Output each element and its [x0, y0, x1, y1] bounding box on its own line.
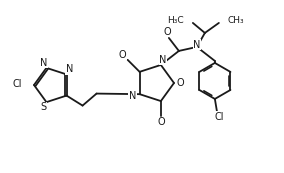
Text: O: O	[176, 78, 184, 88]
Text: S: S	[40, 102, 47, 112]
Text: N: N	[193, 40, 201, 50]
Text: O: O	[163, 27, 171, 37]
Text: O: O	[119, 50, 126, 60]
Text: N: N	[159, 55, 166, 65]
Text: CH₃: CH₃	[228, 16, 245, 25]
Text: Cl: Cl	[12, 79, 22, 89]
Text: H₃C: H₃C	[167, 16, 184, 25]
Text: Cl: Cl	[214, 112, 224, 122]
Text: N: N	[66, 64, 73, 74]
Text: N: N	[40, 58, 47, 68]
Text: N: N	[129, 91, 136, 101]
Text: O: O	[157, 117, 165, 127]
